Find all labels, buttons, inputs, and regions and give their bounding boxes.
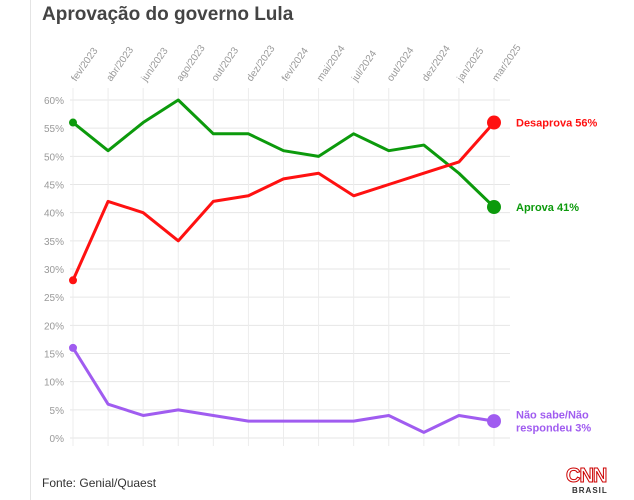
chart-title: Aprovação do governo Lula bbox=[42, 4, 294, 25]
series-end-label: respondeu 3% bbox=[516, 423, 591, 435]
y-tick-label: 35% bbox=[44, 237, 64, 248]
x-tick-label: fev/2024 bbox=[280, 46, 311, 84]
series-line bbox=[71, 98, 496, 209]
y-tick-label: 40% bbox=[44, 209, 64, 220]
series-end-point bbox=[487, 414, 501, 429]
series-end-label: Desaprova 56% bbox=[516, 118, 598, 130]
series-start-point bbox=[69, 343, 77, 352]
logo-sub-text: BRASIL bbox=[572, 486, 608, 495]
series-line bbox=[71, 346, 496, 434]
y-tick-label: 60% bbox=[44, 96, 64, 107]
y-tick-label: 55% bbox=[44, 124, 64, 135]
series-start-point bbox=[69, 276, 77, 285]
x-tick-label: jan/2025 bbox=[455, 46, 487, 85]
y-tick-label: 30% bbox=[44, 265, 64, 276]
series-end-label: Aprova 41% bbox=[516, 202, 579, 214]
x-tick-label: mar/2025 bbox=[490, 42, 523, 83]
source-note: Fonte: Genial/Quaest bbox=[42, 476, 157, 490]
y-tick-label: 15% bbox=[44, 350, 64, 361]
series-end-point bbox=[487, 115, 501, 130]
series-end-point bbox=[487, 200, 501, 215]
y-tick-label: 50% bbox=[44, 152, 64, 163]
x-tick-label: fev/2023 bbox=[69, 46, 100, 84]
x-tick-label: jul/2024 bbox=[350, 48, 380, 84]
chart-frame bbox=[30, 0, 634, 500]
series-start-point bbox=[69, 118, 77, 127]
y-tick-label: 10% bbox=[44, 378, 64, 389]
y-tick-label: 25% bbox=[44, 293, 64, 304]
x-tick-label: mai/2024 bbox=[315, 43, 348, 83]
x-tick-label: dez/2023 bbox=[245, 43, 278, 83]
y-tick-label: 0% bbox=[50, 434, 65, 445]
x-tick-label: out/2023 bbox=[210, 45, 242, 84]
y-tick-label: 45% bbox=[44, 181, 64, 192]
x-tick-label: ago/2023 bbox=[175, 43, 208, 84]
y-tick-label: 20% bbox=[44, 321, 64, 332]
x-tick-label: dez/2024 bbox=[420, 43, 453, 83]
cnn-brasil-logo: CNN BRASIL bbox=[566, 466, 616, 498]
series-line bbox=[71, 121, 496, 282]
logo-main-text: CNN bbox=[566, 465, 608, 487]
x-tick-label: abr/2023 bbox=[105, 45, 137, 84]
series-end-label: Não sabe/Não bbox=[516, 410, 589, 422]
x-tick-label: out/2024 bbox=[385, 45, 417, 84]
x-tick-label: jun/2023 bbox=[139, 46, 171, 85]
y-tick-label: 5% bbox=[50, 406, 65, 417]
